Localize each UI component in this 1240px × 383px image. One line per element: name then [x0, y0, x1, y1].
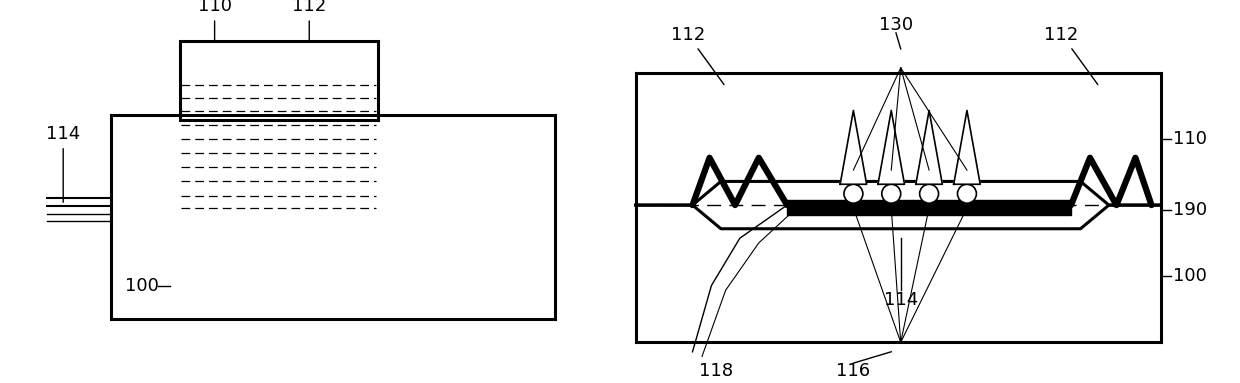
- Text: 118: 118: [699, 362, 733, 380]
- Circle shape: [844, 184, 863, 203]
- Polygon shape: [841, 110, 867, 184]
- Bar: [180, 41, 378, 120]
- Polygon shape: [878, 110, 904, 184]
- Text: 112: 112: [293, 0, 326, 41]
- Circle shape: [882, 184, 900, 203]
- Circle shape: [957, 184, 976, 203]
- Bar: [110, 115, 556, 319]
- Text: 112: 112: [671, 26, 724, 85]
- Bar: [787, 200, 1071, 214]
- Text: 114: 114: [46, 125, 81, 202]
- Text: 190: 190: [1173, 201, 1208, 219]
- Text: 116: 116: [836, 362, 870, 380]
- Text: 110: 110: [197, 0, 232, 41]
- Polygon shape: [954, 110, 980, 184]
- Circle shape: [920, 184, 939, 203]
- Text: 100: 100: [1173, 267, 1207, 285]
- Text: 100: 100: [125, 277, 159, 295]
- Text: 114: 114: [884, 291, 918, 309]
- Polygon shape: [916, 110, 942, 184]
- Text: 110: 110: [1173, 130, 1208, 148]
- Text: 130: 130: [879, 16, 913, 34]
- Text: 112: 112: [1044, 26, 1097, 85]
